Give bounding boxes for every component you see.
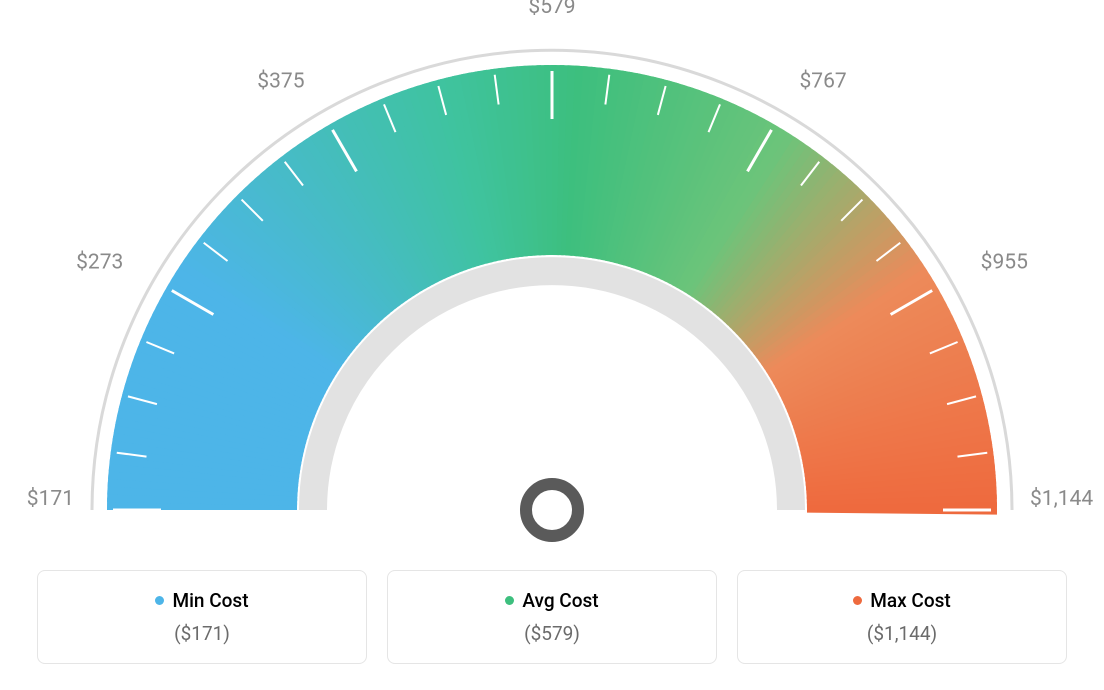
legend-min-label: Min Cost: [155, 589, 248, 612]
legend-row: Min Cost ($171) Avg Cost ($579) Max Cost…: [0, 570, 1104, 664]
legend-min-label-text: Min Cost: [172, 589, 248, 612]
legend-max-label: Max Cost: [853, 589, 950, 612]
dot-icon: [155, 596, 164, 605]
tick-label: $767: [800, 69, 847, 93]
tick-label: $375: [257, 69, 304, 93]
gauge-svg: $171 $273 $375 $579 $767 $955 $1,144: [0, 0, 1104, 560]
legend-max-value: ($1,144): [758, 622, 1046, 645]
dot-icon: [853, 596, 862, 605]
tick-label: $579: [528, 0, 575, 19]
legend-max: Max Cost ($1,144): [737, 570, 1067, 664]
tick-label: $955: [981, 251, 1028, 275]
legend-min-value: ($171): [58, 622, 346, 645]
dot-icon: [505, 596, 514, 605]
tick-label: $171: [27, 487, 74, 511]
legend-avg-label-text: Avg Cost: [522, 589, 598, 612]
cost-gauge-chart: $171 $273 $375 $579 $767 $955 $1,144 Min Cost …: [0, 0, 1104, 690]
gauge-arc: [107, 65, 997, 515]
gauge-needle: [526, 285, 578, 536]
legend-avg: Avg Cost ($579): [387, 570, 717, 664]
legend-min: Min Cost ($171): [37, 570, 367, 664]
legend-max-label-text: Max Cost: [870, 589, 950, 612]
legend-avg-label: Avg Cost: [505, 589, 598, 612]
legend-avg-value: ($579): [408, 622, 696, 645]
tick-label: $273: [76, 251, 123, 275]
tick-label: $1,144: [1030, 487, 1093, 511]
gauge-area: $171 $273 $375 $579 $767 $955 $1,144: [0, 0, 1104, 560]
